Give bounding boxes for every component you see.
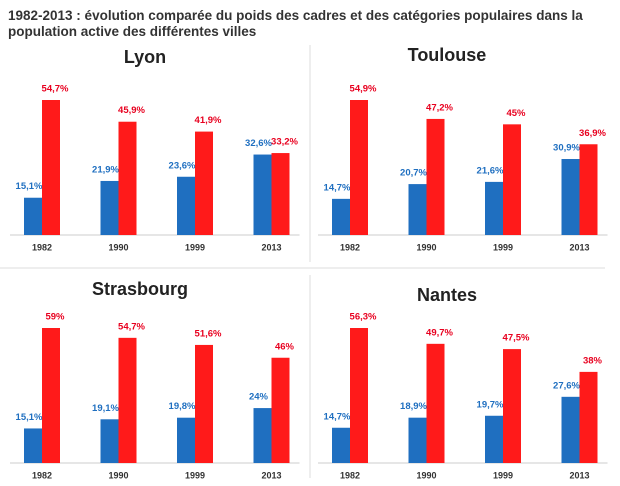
value-label: 14,7% <box>324 411 351 422</box>
chart-title: Strasbourg <box>92 279 188 299</box>
bar <box>561 396 580 463</box>
value-label: 14,7% <box>324 182 351 193</box>
value-label: 15,1% <box>16 181 43 192</box>
bar <box>485 181 503 235</box>
value-label: 45% <box>506 108 526 119</box>
value-label: 59% <box>45 312 65 323</box>
value-label: 33,2% <box>271 137 298 148</box>
bar <box>408 184 427 235</box>
x-tick-label: 1982 <box>32 242 52 252</box>
bar <box>332 427 350 463</box>
value-label: 54,7% <box>42 84 69 95</box>
x-tick-label: 2013 <box>261 470 281 480</box>
bar <box>42 328 60 463</box>
bar <box>195 131 213 235</box>
chart-title: Nantes <box>417 285 477 305</box>
bar <box>485 415 503 463</box>
bar <box>426 118 445 235</box>
x-tick-label: 1999 <box>185 470 205 480</box>
bar <box>408 417 427 463</box>
value-label: 18,9% <box>400 401 427 412</box>
value-label: 15,1% <box>16 412 43 423</box>
x-tick-label: 1982 <box>32 470 52 480</box>
bar <box>118 337 137 463</box>
bar <box>100 419 119 463</box>
value-label: 45,9% <box>118 105 145 116</box>
bar <box>503 124 521 235</box>
bar <box>24 428 42 463</box>
chart-title: Toulouse <box>408 45 487 65</box>
value-label: 24% <box>249 392 269 403</box>
x-tick-label: 1990 <box>416 242 436 252</box>
bar <box>271 357 290 463</box>
value-label: 54,7% <box>118 321 145 332</box>
bar <box>253 154 272 235</box>
x-tick-label: 1999 <box>185 242 205 252</box>
bar <box>350 328 368 463</box>
bar <box>177 417 195 463</box>
bar <box>100 180 119 235</box>
value-label: 56,3% <box>350 312 377 323</box>
value-label: 30,9% <box>553 143 580 154</box>
bar <box>24 197 42 235</box>
value-label: 47,2% <box>426 102 453 113</box>
bar <box>332 198 350 235</box>
value-label: 47,5% <box>503 333 530 344</box>
value-label: 51,6% <box>195 328 222 339</box>
value-label: 46% <box>275 341 295 352</box>
value-label: 54,9% <box>350 84 377 95</box>
x-tick-label: 2013 <box>569 242 589 252</box>
value-label: 32,6% <box>245 138 272 149</box>
value-label: 19,7% <box>477 399 504 410</box>
value-label: 19,1% <box>92 403 119 414</box>
chart-title: Lyon <box>124 47 166 67</box>
x-tick-label: 1999 <box>493 242 513 252</box>
bar <box>253 408 272 463</box>
bar <box>42 100 60 235</box>
value-label: 20,7% <box>400 168 427 179</box>
bar <box>503 349 521 463</box>
bar <box>118 121 137 235</box>
x-tick-label: 2013 <box>261 242 281 252</box>
bar <box>195 344 213 463</box>
value-label: 21,9% <box>92 164 119 175</box>
bar <box>579 144 598 235</box>
bar <box>561 159 580 235</box>
page-title: 1982-2013 : évolution comparée du poids … <box>8 8 583 39</box>
value-label: 41,9% <box>195 115 222 126</box>
bar <box>426 343 445 463</box>
value-label: 36,9% <box>579 128 606 139</box>
x-tick-label: 2013 <box>569 470 589 480</box>
value-label: 19,8% <box>169 401 196 412</box>
x-tick-label: 1982 <box>340 470 360 480</box>
value-label: 38% <box>583 355 603 366</box>
bar <box>177 176 195 235</box>
x-tick-label: 1982 <box>340 242 360 252</box>
x-tick-label: 1999 <box>493 470 513 480</box>
x-tick-label: 1990 <box>416 470 436 480</box>
value-label: 49,7% <box>426 327 453 338</box>
bar <box>271 153 290 235</box>
x-tick-label: 1990 <box>108 242 128 252</box>
bar <box>579 371 598 463</box>
bar <box>350 100 368 235</box>
value-label: 27,6% <box>553 380 580 391</box>
value-label: 23,6% <box>169 160 196 171</box>
x-tick-label: 1990 <box>108 470 128 480</box>
value-label: 21,6% <box>477 165 504 176</box>
